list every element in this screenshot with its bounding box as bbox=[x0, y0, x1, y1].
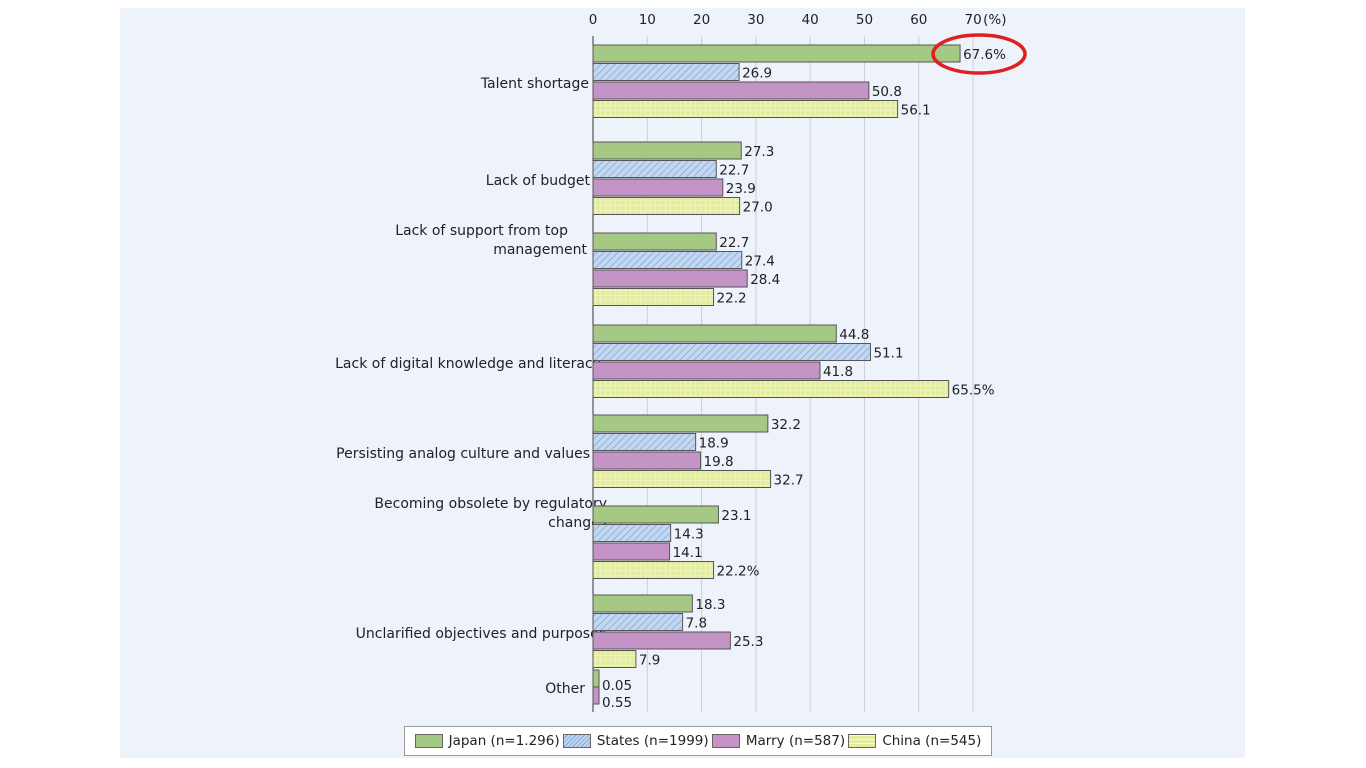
data-label: 0.55 bbox=[602, 695, 632, 711]
bar-japan bbox=[592, 324, 837, 343]
bar-japan bbox=[592, 414, 769, 433]
legend-swatch bbox=[562, 734, 591, 748]
bar-states bbox=[592, 343, 871, 361]
legend-label: Japan (n=1.296) bbox=[448, 733, 560, 749]
bar-china bbox=[592, 288, 715, 306]
data-label: 44.8 bbox=[839, 327, 869, 343]
data-label: 28.4 bbox=[750, 272, 780, 288]
data-label: 27.0 bbox=[743, 200, 773, 216]
data-label: 41.8 bbox=[823, 364, 853, 380]
x-tick-label: 60 bbox=[910, 12, 927, 28]
data-label: 50.8 bbox=[872, 84, 902, 100]
bar-marry bbox=[592, 631, 731, 650]
bar-china bbox=[592, 650, 637, 668]
data-label: 56.1 bbox=[901, 103, 931, 119]
bar-japan bbox=[592, 669, 600, 688]
bar-marry bbox=[592, 269, 748, 288]
data-label: 14.3 bbox=[674, 527, 704, 543]
legend-swatch bbox=[414, 734, 443, 748]
bar-japan bbox=[592, 44, 961, 63]
bar-china bbox=[592, 197, 741, 215]
data-label: 18.3 bbox=[695, 597, 725, 613]
legend-label: Marry (n=587) bbox=[745, 733, 846, 749]
bar-japan bbox=[592, 232, 717, 251]
data-label: 22.2% bbox=[717, 564, 760, 580]
data-label: 32.2 bbox=[771, 417, 801, 433]
category-label: Lack of support from top management bbox=[395, 223, 587, 258]
bar-japan bbox=[592, 141, 742, 160]
legend-item: States (n=1999) bbox=[562, 733, 709, 749]
category-label: Becoming obsolete by regulatory changes bbox=[374, 496, 607, 531]
bar-china bbox=[592, 100, 899, 118]
bar-china bbox=[592, 380, 950, 398]
category-label-line: Becoming obsolete by regulatory bbox=[374, 496, 607, 512]
bar-states bbox=[592, 524, 672, 542]
category-label-line: management bbox=[493, 242, 587, 258]
x-tick-label: 10 bbox=[639, 12, 656, 28]
category-label: Other bbox=[545, 681, 585, 697]
legend-label: States (n=1999) bbox=[596, 733, 709, 749]
bar-china bbox=[592, 561, 715, 579]
x-tick-label: 50 bbox=[856, 12, 873, 28]
category-label: Persisting analog culture and values bbox=[336, 446, 590, 462]
x-tick-label: 0 bbox=[589, 12, 598, 28]
x-tick-label: 20 bbox=[693, 12, 710, 28]
category-label-line: Lack of support from top bbox=[395, 223, 568, 239]
data-label: 19.8 bbox=[704, 454, 734, 470]
data-label: 51.1 bbox=[873, 346, 903, 362]
category-label: Lack of digital knowledge and literacy bbox=[335, 356, 601, 372]
bar-marry bbox=[592, 178, 724, 197]
data-label: 23.9 bbox=[726, 181, 756, 197]
bar-states bbox=[592, 63, 740, 81]
bar-marry bbox=[592, 542, 671, 561]
category-label: Unclarified objectives and purposes bbox=[356, 626, 606, 642]
legend-item: China (n=545) bbox=[848, 733, 981, 749]
bar-states bbox=[592, 160, 717, 178]
data-label: 65.5% bbox=[952, 383, 995, 399]
data-label: 32.7 bbox=[774, 473, 804, 489]
bar-japan bbox=[592, 505, 719, 524]
data-label: 26.9 bbox=[742, 66, 772, 82]
data-label: 22.2 bbox=[717, 291, 747, 307]
category-label: Talent shortage bbox=[480, 76, 589, 92]
category-label-line: changes bbox=[548, 515, 607, 531]
bar-marry bbox=[592, 361, 821, 380]
data-label: 22.7 bbox=[719, 163, 749, 179]
bar-marry bbox=[592, 81, 870, 100]
data-label: 14.1 bbox=[673, 545, 703, 561]
data-label: 7.8 bbox=[686, 616, 707, 632]
x-tick-label: 40 bbox=[802, 12, 819, 28]
bar-japan bbox=[592, 594, 693, 613]
bar-states bbox=[592, 613, 684, 631]
data-label: 25.3 bbox=[733, 634, 763, 650]
data-label: 18.9 bbox=[699, 436, 729, 452]
category-label: Lack of budget bbox=[486, 173, 591, 189]
data-label: 23.1 bbox=[721, 508, 751, 524]
data-label: 27.3 bbox=[744, 144, 774, 160]
data-label: 67.6% bbox=[963, 47, 1006, 63]
bar-marry bbox=[592, 451, 702, 470]
legend-swatch bbox=[711, 734, 740, 748]
legend-label: China (n=545) bbox=[882, 733, 982, 749]
legend-swatch bbox=[848, 734, 877, 748]
legend-item: Marry (n=587) bbox=[711, 733, 846, 749]
x-axis-unit: (%) bbox=[983, 12, 1006, 28]
data-label: 27.4 bbox=[745, 254, 775, 270]
bar-marry bbox=[592, 686, 600, 705]
bar-states bbox=[592, 433, 697, 451]
x-tick-label: 30 bbox=[747, 12, 764, 28]
legend: Japan (n=1.296) States (n=1999) Marry (n=5… bbox=[404, 726, 992, 756]
bar-states bbox=[592, 251, 743, 269]
data-label: 7.9 bbox=[639, 653, 660, 669]
data-label: 22.7 bbox=[719, 235, 749, 251]
data-label: 0.05 bbox=[602, 678, 632, 694]
x-tick-label: 70 bbox=[965, 12, 982, 28]
legend-item: Japan (n=1.296) bbox=[414, 733, 560, 749]
bar-china bbox=[592, 470, 772, 488]
highlight-circle bbox=[931, 33, 1027, 75]
